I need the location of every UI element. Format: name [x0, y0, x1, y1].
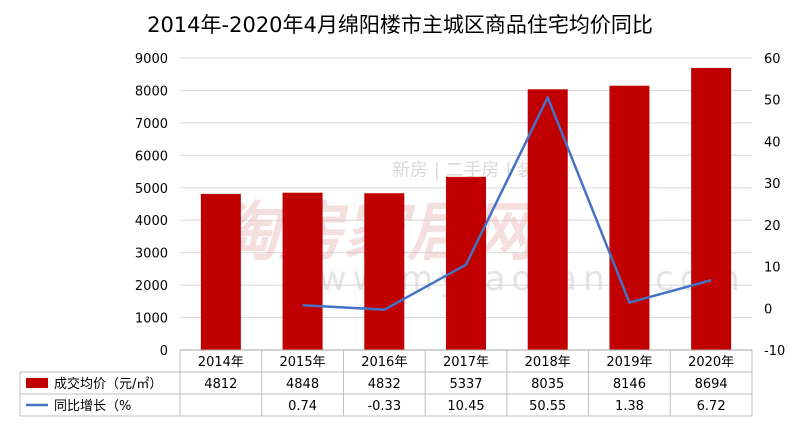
legend-key-bar — [26, 378, 48, 388]
data-label: 4848 — [286, 377, 319, 392]
data-label: 0.74 — [288, 399, 317, 414]
category-label: 2020年 — [688, 355, 734, 370]
data-label: -0.33 — [367, 399, 401, 414]
bar-2019年 — [609, 85, 650, 351]
bar-2016年 — [364, 193, 405, 350]
left-tick-label: 6000 — [135, 149, 168, 164]
right-tick-label: 50 — [764, 94, 781, 109]
watermark-tags: 新房 | 二手房 | 装修 — [392, 160, 553, 181]
data-label: 8035 — [531, 377, 564, 392]
right-tick-label: 40 — [764, 135, 781, 150]
legend-label: 成交均价（元/㎡） — [54, 376, 162, 392]
data-label: 1.38 — [615, 399, 644, 414]
data-label: 4812 — [204, 377, 237, 392]
right-axis-ticks: -10 0 10 20 30 40 50 60 — [764, 52, 785, 359]
growth-line — [302, 96, 712, 311]
watermark-url: www.mytaofang.com — [285, 259, 746, 299]
right-tick-label: 0 — [764, 302, 772, 317]
left-axis-ticks: 0 1000 2000 3000 4000 5000 6000 7000 8000 9000 — [135, 52, 168, 359]
left-tick-label: 7000 — [135, 117, 168, 132]
data-label: 4832 — [368, 377, 401, 392]
bar-2015年 — [282, 192, 323, 350]
data-label: 5337 — [449, 377, 482, 392]
left-tick-label: 9000 — [135, 52, 168, 67]
left-tick-label: 3000 — [135, 247, 168, 262]
category-label: 2017年 — [443, 355, 489, 370]
left-tick-label: 4000 — [135, 214, 168, 229]
data-table: 2014年 2015年 2016年 2017年 2018年 2019年 2020年成交均价（… — [19, 349, 753, 417]
line-series — [302, 96, 712, 311]
category-label: 2014年 — [198, 355, 244, 370]
right-tick-label: 10 — [764, 261, 781, 276]
left-tick-label: 2000 — [135, 279, 168, 294]
legend-label: 同比增长（% — [54, 399, 131, 414]
right-tick-label: -10 — [764, 344, 785, 359]
right-tick-label: 20 — [764, 219, 781, 234]
data-label: 8146 — [613, 377, 646, 392]
bar-series — [200, 67, 732, 351]
right-tick-label: 60 — [764, 52, 781, 67]
left-tick-label: 1000 — [135, 312, 168, 327]
chart-title: 2014年-2020年4月绵阳楼市主城区商品住宅均价同比 — [147, 13, 653, 37]
data-label: 8694 — [695, 377, 728, 392]
data-label: 50.55 — [529, 399, 566, 414]
data-label: 10.45 — [447, 399, 484, 414]
right-tick-label: 30 — [764, 177, 781, 192]
category-label: 2018年 — [525, 355, 571, 370]
bar-2014年 — [200, 193, 241, 350]
left-tick-label: 5000 — [135, 182, 168, 197]
category-label: 2015年 — [280, 355, 326, 370]
left-tick-label: 8000 — [135, 84, 168, 99]
left-tick-label: 0 — [160, 344, 168, 359]
category-label: 2019年 — [606, 355, 652, 370]
category-label: 2016年 — [361, 355, 407, 370]
data-label: 6.72 — [697, 399, 726, 414]
bar-2020年 — [691, 67, 732, 350]
